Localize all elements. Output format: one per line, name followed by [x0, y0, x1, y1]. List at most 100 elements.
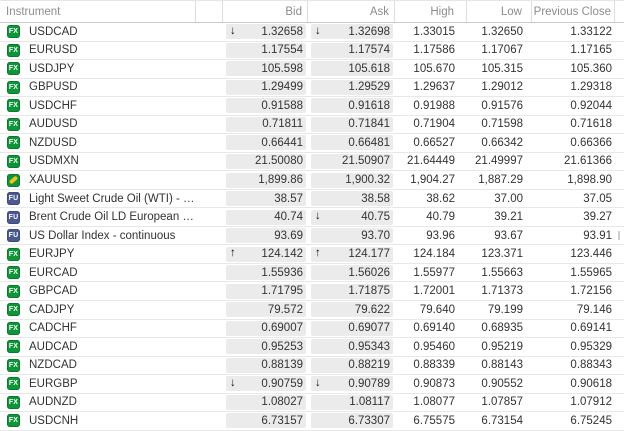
instrument-cell[interactable]: FX NZDUSD: [0, 136, 196, 150]
ask-price-box[interactable]: 38.58: [311, 191, 393, 207]
bid-price-box[interactable]: 1.17554: [226, 42, 306, 58]
ask-price-box[interactable]: 6.73307: [311, 413, 393, 429]
col-header-instrument[interactable]: Instrument: [0, 1, 196, 22]
table-row[interactable]: FX EURGBP ↓ 0.90759 ↓ 0.90789 0.90873 0.…: [0, 375, 624, 394]
bid-price-box[interactable]: ↑ 124.142: [226, 246, 306, 262]
table-row[interactable]: FX CADJPY 79.572 79.622 79.640 79.199 79…: [0, 300, 624, 320]
ask-value: 0.66481: [348, 136, 390, 149]
ask-price-box[interactable]: ↑ 124.177: [311, 246, 393, 262]
table-row[interactable]: FX EURUSD 1.17554 1.17574 1.17586 1.1706…: [0, 41, 624, 61]
ask-price-box[interactable]: 0.88219: [311, 357, 393, 373]
table-row[interactable]: FX EURCAD 1.55936 1.56026 1.55977 1.5566…: [0, 263, 624, 283]
ask-price-box[interactable]: 0.71841: [311, 116, 393, 132]
instrument-cell[interactable]: FX USDMXN: [0, 154, 196, 168]
bid-price-box[interactable]: 0.95253: [226, 339, 306, 355]
table-row[interactable]: FX AUDCAD 0.95253 0.95343 0.95460 0.9521…: [0, 338, 624, 357]
instrument-cell[interactable]: FX EURCAD: [0, 266, 196, 280]
bid-price-box[interactable]: 1.29499: [226, 79, 306, 95]
ask-price-box[interactable]: 1.56026: [311, 265, 393, 281]
bid-price-box[interactable]: 0.66441: [226, 135, 306, 151]
bid-price-box[interactable]: ↓ 0.90759: [226, 376, 306, 392]
ask-price-box[interactable]: 1.17574: [311, 42, 393, 58]
instrument-cell[interactable]: FX EURUSD: [0, 43, 196, 57]
table-row[interactable]: XAUUSD 1,899.86 1,900.32 1,904.27 1,887.…: [0, 171, 624, 190]
ask-price-box[interactable]: 105.618: [311, 61, 393, 77]
bid-price-box[interactable]: 0.91588: [226, 98, 306, 114]
instrument-cell[interactable]: FX USDCAD: [0, 25, 196, 39]
instrument-cell[interactable]: FX CADCHF: [0, 321, 196, 335]
ask-value: 0.69077: [348, 322, 390, 335]
instrument-cell[interactable]: FX AUDUSD: [0, 117, 196, 131]
table-row[interactable]: FX AUDNZD 1.08027 1.08117 1.08077 1.0785…: [0, 393, 624, 413]
instrument-cell[interactable]: FX EURGBP: [0, 377, 196, 391]
bid-price-box[interactable]: 1.55936: [226, 265, 306, 281]
ask-price-box[interactable]: 1.08117: [311, 394, 393, 410]
instrument-cell[interactable]: FX GBPCAD: [0, 284, 196, 298]
ask-price-box[interactable]: 0.95343: [311, 339, 393, 355]
ask-price-box[interactable]: 0.91618: [311, 98, 393, 114]
table-row[interactable]: FX USDCNH 6.73157 6.73307 6.75575 6.7315…: [0, 412, 624, 431]
bid-price-box[interactable]: 1,899.86: [226, 172, 306, 188]
instrument-cell[interactable]: FX AUDCAD: [0, 340, 196, 354]
instrument-cell[interactable]: FX GBPUSD: [0, 80, 196, 94]
instrument-cell[interactable]: FX CADJPY: [0, 303, 196, 317]
col-header-high[interactable]: High: [395, 1, 467, 22]
bid-price-box[interactable]: 93.69: [226, 228, 306, 244]
ask-price-box[interactable]: ↓ 1.32698: [311, 24, 393, 40]
ask-price-box[interactable]: 21.50907: [311, 153, 393, 169]
bid-price-box[interactable]: 0.71811: [226, 116, 306, 132]
ask-price-box[interactable]: 1,900.32: [311, 172, 393, 188]
col-header-ask[interactable]: Ask: [308, 1, 395, 22]
table-row[interactable]: FX GBPCAD 1.71795 1.71875 1.72001 1.7137…: [0, 282, 624, 301]
bid-price-box[interactable]: 21.50080: [226, 153, 306, 169]
instrument-cell[interactable]: FU Light Sweet Crude Oil (WTI) - …: [0, 192, 196, 206]
bid-price-box[interactable]: 0.88139: [226, 357, 306, 373]
table-row[interactable]: FU Light Sweet Crude Oil (WTI) - … 38.57…: [0, 189, 624, 209]
instrument-cell[interactable]: FX EURJPY: [0, 247, 196, 261]
bid-price-box[interactable]: 0.69007: [226, 320, 306, 336]
instrument-name: NZDUSD: [29, 136, 77, 149]
col-header-previous-close[interactable]: Previous Close: [532, 1, 615, 22]
ask-price-box[interactable]: 79.622: [311, 302, 393, 318]
table-row[interactable]: FX EURJPY ↑ 124.142 ↑ 124.177 124.184 12…: [0, 245, 624, 264]
bid-price-box[interactable]: 1.71795: [226, 283, 306, 299]
bid-price-box[interactable]: 40.74: [226, 209, 306, 225]
ask-price-box[interactable]: 93.70: [311, 228, 393, 244]
instrument-cell[interactable]: FX USDCNH: [0, 414, 196, 428]
table-row[interactable]: FX GBPUSD 1.29499 1.29529 1.29637 1.2901…: [0, 78, 624, 98]
bid-price-box[interactable]: 1.08027: [226, 394, 306, 410]
instrument-name: USDCNH: [29, 414, 79, 427]
bid-value: 1.08027: [261, 396, 303, 409]
bid-price-box[interactable]: 38.57: [226, 191, 306, 207]
table-row[interactable]: FX USDJPY 105.598 105.618 105.670 105.31…: [0, 60, 624, 79]
ask-price-box[interactable]: 1.29529: [311, 79, 393, 95]
bid-price-box[interactable]: ↓ 1.32658: [226, 24, 306, 40]
ask-price-box[interactable]: ↓ 0.90789: [311, 376, 393, 392]
table-row[interactable]: FX USDCAD ↓ 1.32658 ↓ 1.32698 1.33015 1.…: [0, 23, 624, 42]
table-row[interactable]: FX USDCHF 0.91588 0.91618 0.91988 0.9157…: [0, 97, 624, 116]
table-row[interactable]: FX USDMXN 21.50080 21.50907 21.64449 21.…: [0, 152, 624, 172]
instrument-cell[interactable]: FX NZDCAD: [0, 358, 196, 372]
bid-price-box[interactable]: 79.572: [226, 302, 306, 318]
instrument-cell[interactable]: FU Brent Crude Oil LD European …: [0, 210, 196, 224]
ask-price-box[interactable]: 1.71875: [311, 283, 393, 299]
ask-price-box[interactable]: 0.69077: [311, 320, 393, 336]
down-arrow-icon: ↓: [315, 25, 321, 38]
table-row[interactable]: FX NZDCAD 0.88139 0.88219 0.88339 0.8814…: [0, 356, 624, 376]
table-row[interactable]: FU US Dollar Index - continuous 93.69 93…: [0, 226, 624, 246]
instrument-cell[interactable]: FU US Dollar Index - continuous: [0, 229, 196, 243]
ask-price-box[interactable]: ↓ 40.75: [311, 209, 393, 225]
table-row[interactable]: FX CADCHF 0.69007 0.69077 0.69140 0.6893…: [0, 319, 624, 339]
col-header-bid[interactable]: Bid: [223, 1, 308, 22]
table-row[interactable]: FU Brent Crude Oil LD European … 40.74 ↓…: [0, 208, 624, 227]
bid-price-box[interactable]: 105.598: [226, 61, 306, 77]
bid-price-box[interactable]: 6.73157: [226, 413, 306, 429]
table-row[interactable]: FX AUDUSD 0.71811 0.71841 0.71904 0.7159…: [0, 115, 624, 135]
instrument-cell[interactable]: FX USDJPY: [0, 62, 196, 76]
instrument-cell[interactable]: FX AUDNZD: [0, 395, 196, 409]
instrument-cell[interactable]: FX USDCHF: [0, 99, 196, 113]
ask-price-box[interactable]: 0.66481: [311, 135, 393, 151]
table-row[interactable]: FX NZDUSD 0.66441 0.66481 0.66527 0.6634…: [0, 134, 624, 153]
col-header-low[interactable]: Low: [467, 1, 532, 22]
instrument-cell[interactable]: XAUUSD: [0, 173, 196, 187]
